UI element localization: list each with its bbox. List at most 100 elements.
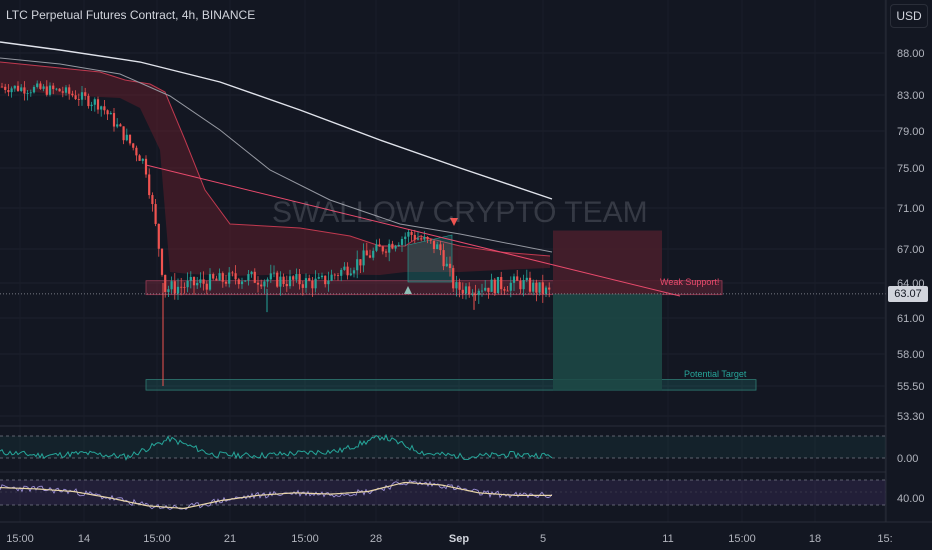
candle-body [218,273,221,281]
candle-body [452,268,455,289]
candle-body [100,106,103,110]
candle-body [484,287,487,291]
candle-body [205,283,208,290]
candle-body [93,99,96,105]
candle-body [260,284,263,287]
candle-body [381,246,384,252]
candle-body [352,270,356,274]
candle-body [548,287,551,290]
x-tick-label: 15:00 [291,533,319,545]
candle-body [253,271,256,283]
candle-body [71,93,74,96]
candle-body [106,110,109,115]
candle-body [356,259,359,271]
candle-body [448,263,452,269]
x-tick-label: Sep [449,533,469,545]
x-tick-label: 5 [540,533,546,545]
candle-body [487,287,490,292]
candle-body [128,134,132,144]
candle-body [132,143,135,148]
candle-body [138,155,141,161]
osc1-line [0,433,553,461]
x-tick-label: 28 [370,533,382,545]
chart-title: LTC Perpetual Futures Contract, 4h, BINA… [6,8,256,22]
y-tick-label: 53.30 [897,411,925,423]
candle-body [474,293,477,296]
candle-body [224,281,228,284]
candle-body [336,275,340,277]
target-zone [145,379,757,391]
candle-body [522,280,525,290]
candle-body [61,91,64,93]
candle-body [84,92,87,96]
candle-body [349,273,352,276]
candle-body [170,281,173,290]
candle-body [269,273,272,280]
candle-body [407,231,410,237]
candle-body [413,234,416,240]
candle-body [410,231,413,235]
take-profit-box [553,293,662,391]
candle-body [256,282,260,285]
candle-body [436,244,439,250]
candle-body [240,281,244,285]
candle-body [378,244,381,247]
candle-body [333,274,336,276]
candle-body [250,271,253,275]
candle-body [400,238,404,245]
candle-body [186,280,189,288]
candle-body [80,92,84,100]
candle-body [532,282,535,292]
x-tick-label: 18 [809,533,821,545]
candle-body [234,273,237,280]
moving-average-200 [0,41,553,200]
currency-button[interactable]: USD [890,4,928,28]
candle-body [32,86,36,93]
candle-body [109,113,112,115]
osc2-signal-line [0,481,552,510]
candle-body [461,289,464,294]
sell-signal-marker [450,218,458,226]
y-tick-label: 55.50 [897,381,925,393]
candle-body [516,276,519,281]
candle-body [202,279,205,284]
candle-body [480,290,484,292]
watermark: SWALLOW CRYPTO TEAM [272,196,648,229]
candle-body [90,104,93,107]
candle-body [493,279,496,294]
candle-body [429,239,432,241]
candle-body [212,274,215,279]
candle-body [244,280,247,282]
candle-body [541,282,544,294]
candle-body [263,281,266,287]
candle-body [496,277,500,294]
candle-body [0,86,4,88]
candle-body [68,87,71,94]
y-tick-label: 83.00 [897,90,925,102]
candle-body [157,223,160,249]
candle-body [29,92,32,94]
candle-body [144,158,148,175]
candle-body [122,126,125,141]
candle-body [509,282,512,291]
candle-body [544,287,548,294]
candle-body [324,275,327,285]
y-tick-label: 79.00 [897,126,925,138]
candle-body [116,124,119,127]
current-price-label: 63.07 [888,286,928,302]
candle-body [4,86,7,90]
candle-body [231,272,234,274]
y-tick-label: 67.00 [897,244,925,256]
candle-body [394,246,397,249]
y-tick-label: 75.00 [897,163,925,175]
candle-body [292,276,295,280]
candle-body [388,243,391,253]
candle-body [173,281,176,294]
candle-body [416,238,420,240]
candle-body [58,88,61,92]
candle-body [74,95,77,100]
candle-body [77,99,80,100]
x-tick-label: 15:00 [728,533,756,545]
candle-body [42,86,45,89]
